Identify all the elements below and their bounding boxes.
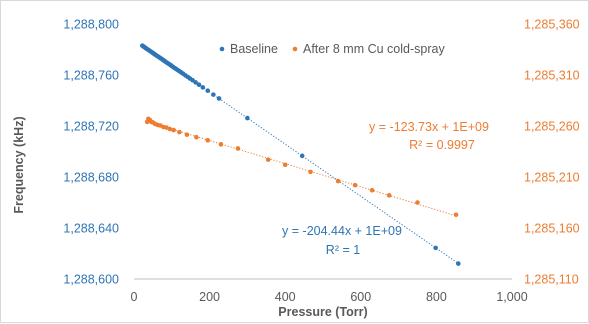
x-axis-title: Pressure (Torr)	[278, 305, 367, 319]
coldspray-point	[184, 132, 190, 137]
y-right-tick-label: 1,285,210	[524, 171, 580, 185]
coldspray-point	[235, 146, 241, 151]
coldspray-trendline	[147, 120, 457, 217]
x-tick-label: 800	[426, 290, 447, 304]
coldspray-point	[282, 162, 288, 168]
x-tick-label: 200	[199, 290, 220, 304]
coldspray-point	[453, 212, 459, 218]
coldspray-r-squared: R² = 0.9997	[409, 138, 475, 152]
baseline-equation: y = -204.44x + 1E+09	[282, 224, 402, 238]
x-tick-label: 400	[275, 290, 296, 304]
coldspray-point	[335, 178, 341, 184]
coldspray-point	[194, 134, 199, 140]
coldspray-point	[352, 182, 358, 188]
y-axis-title: Frequency (kHz)	[12, 116, 26, 213]
y-right-tick-label: 1,285,160	[524, 222, 580, 236]
legend-label-baseline: Baseline	[230, 42, 278, 56]
baseline-point	[216, 96, 222, 101]
coldspray-point	[308, 169, 313, 175]
coldspray-point	[167, 126, 173, 132]
baseline-point	[245, 115, 250, 121]
baseline-point	[433, 245, 438, 251]
y-right-tick-label: 1,285,360	[524, 18, 580, 32]
baseline-r-squared: R² = 1	[326, 243, 360, 257]
legend-marker-coldspray	[292, 46, 298, 52]
y-left-tick-label: 1,288,720	[63, 120, 119, 134]
coldspray-point	[265, 157, 271, 162]
x-tick-labels: 0 200 400 600 800 1,000	[131, 290, 528, 304]
y-left-tick-label: 1,288,600	[63, 273, 119, 287]
y-left-tick-label: 1,288,680	[63, 171, 119, 185]
x-tick-label: 0	[131, 290, 138, 304]
baseline-point	[200, 85, 206, 90]
legend-marker-baseline	[219, 46, 225, 52]
baseline-point	[205, 88, 211, 93]
trendline-equations: y = -123.73x + 1E+09 R² = 0.9997 y = -20…	[282, 120, 489, 257]
coldspray-point	[171, 127, 176, 133]
y-right-tick-label: 1,285,310	[524, 69, 580, 83]
y-left-tick-labels: 1,288,600 1,288,640 1,288,680 1,288,720 1,28…	[63, 18, 119, 287]
coldspray-point	[218, 142, 224, 147]
baseline-point	[193, 80, 198, 85]
y-left-tick-label: 1,288,640	[63, 222, 119, 236]
x-tick-label: 1,000	[496, 290, 527, 304]
y-right-tick-label: 1,285,110	[524, 273, 579, 287]
x-tick-label: 600	[350, 290, 371, 304]
y-right-tick-label: 1,285,260	[524, 120, 580, 134]
baseline-point	[456, 261, 461, 266]
coldspray-equation: y = -123.73x + 1E+09	[369, 120, 489, 134]
baseline-point	[211, 92, 216, 97]
coldspray-point	[415, 200, 420, 205]
baseline-point	[299, 153, 305, 159]
y-right-tick-labels: 1,285,110 1,285,160 1,285,210 1,285,260 1,28…	[524, 18, 580, 287]
legend: Baseline After 8 mm Cu cold-spray	[219, 42, 445, 56]
coldspray-point	[177, 129, 182, 135]
coldspray-point	[205, 137, 211, 143]
data-points	[140, 43, 461, 266]
legend-label-coldspray: After 8 mm Cu cold-spray	[303, 42, 445, 56]
baseline-point	[196, 82, 202, 87]
y-left-tick-label: 1,288,760	[63, 69, 119, 83]
coldspray-point	[369, 187, 375, 193]
y-left-tick-label: 1,288,800	[63, 18, 119, 32]
coldspray-point	[386, 193, 392, 198]
